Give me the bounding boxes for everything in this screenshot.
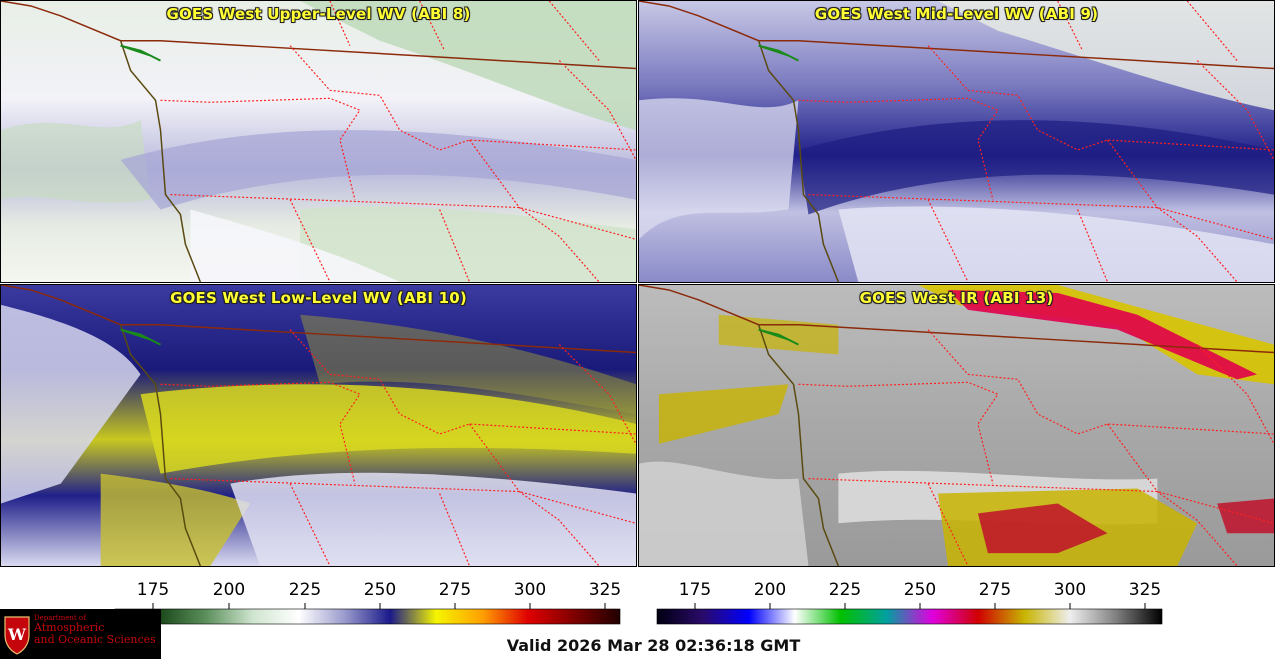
colorbar-tick-label: 250 — [364, 580, 396, 600]
infrared-panel: GOES West IR (ABI 13) — [638, 284, 1275, 567]
low-level-wv-image — [1, 285, 636, 566]
colorbar-tick-label: 175 — [679, 580, 711, 600]
logo-line1: Atmospheric — [34, 621, 105, 635]
colorbar-tick-label: 325 — [1129, 580, 1161, 600]
wv-colorbar-svg: 175 200 225 250 275 300 325 — [114, 580, 621, 625]
map-borders — [1, 1, 636, 282]
wv-colorbar-ramp — [114, 608, 621, 625]
colorbar-tick-label: 225 — [289, 580, 321, 600]
colorbar-tick-label: 200 — [213, 580, 245, 600]
aos-logo: W Department of Atmospheric and Oceanic … — [0, 609, 161, 659]
panel-title: GOES West Low-Level WV (ABI 10) — [170, 289, 467, 307]
valid-time-label: Valid 2026 Mar 28 02:36:18 GMT — [506, 636, 801, 655]
colorbar-tick-label: 275 — [979, 580, 1011, 600]
logo-line2: and Oceanic Sciences — [34, 632, 156, 646]
colorbar-tick-label: 225 — [829, 580, 861, 600]
panel-title: GOES West Mid-Level WV (ABI 9) — [814, 5, 1099, 23]
panel-title: GOES West IR (ABI 13) — [859, 289, 1054, 307]
colorbar-tick-label: 200 — [754, 580, 786, 600]
colorbar-tick-label: 250 — [904, 580, 936, 600]
ir-colorbar: 175 200 225 250 275 300 325 — [640, 574, 1170, 628]
colorbar-tick-label: 300 — [514, 580, 546, 600]
map-borders — [639, 285, 1274, 566]
mid-level-wv-panel: GOES West Mid-Level WV (ABI 9) — [638, 0, 1275, 283]
ir-colorbar-svg: 175 200 225 250 275 300 325 — [656, 580, 1163, 625]
colorbar-tick-label: 175 — [137, 580, 169, 600]
svg-text:W: W — [7, 625, 27, 644]
wv-colorbar: 175 200 225 250 275 300 325 — [100, 574, 630, 628]
infrared-image — [639, 285, 1274, 566]
ir-colorbar-ramp — [656, 608, 1163, 625]
logo-dept-text: Department of — [34, 614, 86, 622]
colorbar-tick-label: 300 — [1054, 580, 1086, 600]
panel-title: GOES West Upper-Level WV (ABI 8) — [166, 5, 471, 23]
mid-level-wv-image — [639, 1, 1274, 282]
map-borders — [1, 285, 636, 566]
upper-level-wv-image — [1, 1, 636, 282]
uw-seal-icon: W — [4, 616, 30, 655]
colorbar-tick-label: 325 — [589, 580, 621, 600]
low-level-wv-panel: GOES West Low-Level WV (ABI 10) — [0, 284, 637, 567]
colorbar-tick-label: 275 — [439, 580, 471, 600]
map-borders — [639, 1, 1274, 282]
upper-level-wv-panel: GOES West Upper-Level WV (ABI 8) — [0, 0, 637, 283]
